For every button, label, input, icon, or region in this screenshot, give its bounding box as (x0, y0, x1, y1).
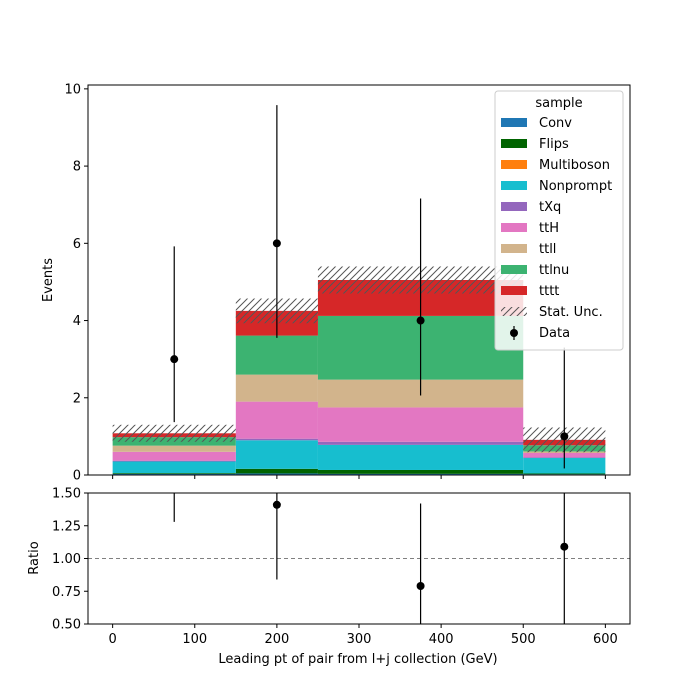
bar-conv-bin-0 (112, 473, 236, 475)
bar-txq-bin-2 (317, 441, 524, 445)
main-ytick-label-0: 0 (73, 469, 81, 484)
main-ytick-label-5: 10 (64, 82, 81, 97)
ratio-ytick-label-2: 1.00 (52, 552, 81, 567)
legend-label-conv: Conv (539, 116, 572, 131)
bar-ttlnu-bin-1 (235, 335, 318, 375)
data-point-2 (416, 316, 425, 325)
bar-txq-bin-1 (235, 438, 318, 441)
xtick-label-2: 200 (264, 632, 289, 647)
legend-swatch-tttt (501, 286, 527, 295)
legend-label-data: Data (539, 326, 570, 341)
bar-conv-bin-1 (235, 473, 318, 475)
bar-tth-bin-2 (317, 407, 524, 442)
legend-label-nonprompt: Nonprompt (539, 179, 612, 194)
ratio-ytick-label-3: 1.25 (52, 519, 81, 534)
ratio-plot: 0.50 0.75 1.00 1.25 1.50 0 100 200 300 400 500 600… (27, 487, 631, 667)
legend-swatch-txq (501, 202, 527, 211)
data-point-0 (170, 355, 179, 364)
legend-swatch-tth (501, 223, 527, 232)
main-y-axis-label: Events (41, 258, 56, 302)
ratio-ytick-label-1: 0.75 (52, 585, 81, 600)
legend-label-txq: tXq (539, 200, 561, 215)
ratio-point-1 (272, 500, 281, 509)
xtick-label-4: 400 (429, 632, 454, 647)
bar-ttll-bin-0 (112, 445, 236, 452)
legend-label-ttll: ttll (539, 242, 556, 257)
bar-tth-bin-0 (112, 451, 236, 461)
ratio-point-2 (416, 582, 425, 591)
xtick-label-0: 0 (108, 632, 116, 647)
ratio-ytick-label-0: 0.50 (52, 618, 81, 633)
ratio-point-3 (560, 542, 569, 551)
legend-swatch-ttlnu (501, 265, 527, 274)
legend-swatch-conv (501, 118, 527, 127)
legend: sample Conv Flips Multiboson Nonprompt tXq ttH… (494, 90, 624, 351)
data-point-1 (272, 239, 281, 248)
legend-label-tttt: tttt (539, 284, 559, 299)
main-ytick-label-1: 2 (73, 391, 81, 406)
xtick-label-3: 300 (347, 632, 372, 647)
legend-swatch-ttll (501, 244, 527, 253)
legend-label-multiboson: Multiboson (539, 158, 610, 173)
main-ytick-label-2: 4 (73, 314, 81, 329)
legend-data-marker (510, 329, 518, 337)
bar-tth-bin-1 (235, 401, 318, 439)
legend-label-stat-unc: Stat. Unc. (539, 305, 603, 320)
bar-flips-bin-1 (235, 468, 318, 474)
main-ytick-label-4: 8 (73, 160, 81, 175)
main-ytick-label-3: 6 (73, 237, 81, 252)
legend-swatch-flips (501, 139, 527, 148)
bar-flips-bin-0 (112, 473, 236, 474)
legend-label-flips: Flips (539, 137, 569, 152)
legend-frame (494, 90, 624, 351)
xtick-label-6: 600 (593, 632, 618, 647)
main-plot: 0 2 4 6 8 10 Events (41, 82, 631, 484)
legend-title: sample (535, 96, 582, 111)
ratio-y-axis-label: Ratio (27, 541, 42, 574)
stat-unc-band-bin-0 (112, 424, 236, 442)
bar-nonprompt-bin-2 (317, 444, 524, 470)
legend-swatch-stat-unc (501, 307, 527, 316)
x-axis-label: Leading pt of pair from l+j collection (… (218, 652, 497, 667)
ratio-ytick-label-4: 1.50 (52, 487, 81, 502)
ratio-axes-frame (87, 492, 631, 625)
xtick-label-1: 100 (182, 632, 207, 647)
legend-swatch-multiboson (501, 160, 527, 169)
data-point-3 (560, 432, 569, 441)
bar-nonprompt-bin-0 (112, 461, 236, 474)
bar-flips-bin-3 (523, 473, 606, 475)
bar-conv-bin-2 (317, 473, 524, 475)
bar-flips-bin-2 (317, 469, 524, 474)
legend-label-ttlnu: ttlnu (539, 263, 569, 278)
legend-label-tth: ttH (539, 221, 559, 236)
xtick-label-5: 500 (511, 632, 536, 647)
bar-ttll-bin-1 (235, 374, 318, 402)
legend-swatch-nonprompt (501, 181, 527, 190)
bar-txq-bin-0 (112, 460, 236, 462)
bar-nonprompt-bin-1 (235, 440, 318, 469)
